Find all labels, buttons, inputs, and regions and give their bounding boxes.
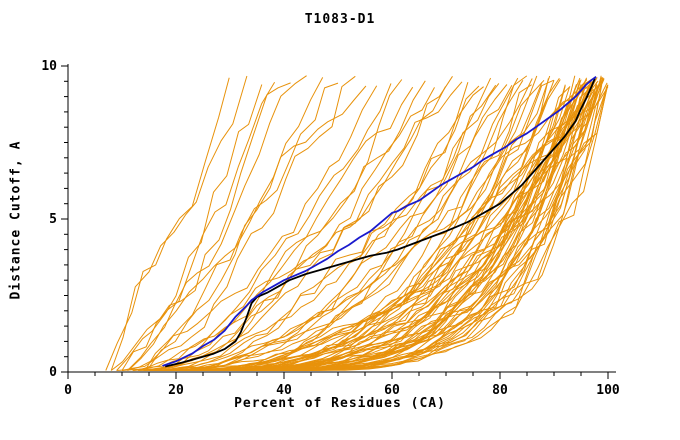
ensemble-curve bbox=[121, 75, 356, 371]
ensemble-curve bbox=[192, 79, 604, 371]
ensemble-curve bbox=[219, 75, 576, 371]
ensemble-curve bbox=[197, 82, 543, 371]
ensemble-curve bbox=[181, 77, 605, 371]
model-curves-layer bbox=[105, 75, 609, 371]
ensemble-curve bbox=[121, 82, 276, 371]
highlight-curve-highlight-model-blue bbox=[162, 75, 597, 367]
ensemble-curve bbox=[262, 84, 608, 371]
ensemble-curve bbox=[132, 82, 339, 371]
ensemble-curve bbox=[154, 76, 453, 371]
x-tick-label: 80 bbox=[492, 383, 508, 398]
ensemble-curve bbox=[192, 84, 577, 371]
ensemble-curve bbox=[110, 75, 248, 371]
ensemble-curve bbox=[138, 77, 492, 371]
ensemble-curve bbox=[110, 82, 291, 371]
ensemble-curve bbox=[175, 80, 594, 371]
ensemble-curve bbox=[127, 75, 307, 371]
highlight-curve-highlight-model-black bbox=[164, 77, 596, 368]
ensemble-curve bbox=[154, 78, 588, 371]
y-tick-label: 0 bbox=[49, 365, 57, 380]
tick-labels-layer: 0 20 40 60 80 100 0 5 10 bbox=[41, 59, 620, 398]
ensemble-curve bbox=[127, 85, 378, 371]
ensemble-curve bbox=[116, 77, 324, 371]
y-tick-label: 5 bbox=[49, 212, 57, 227]
axes-layer bbox=[61, 64, 616, 379]
x-tick-label: 0 bbox=[64, 383, 72, 398]
ensemble-curve bbox=[138, 85, 367, 371]
ensemble-curve bbox=[240, 79, 604, 371]
ensemble-curve bbox=[165, 77, 581, 371]
ensemble-curve bbox=[132, 79, 403, 371]
ensemble-curve bbox=[224, 80, 599, 371]
ensemble-curve bbox=[251, 86, 598, 371]
ensemble-curve bbox=[121, 87, 435, 371]
ensemble-curve bbox=[148, 78, 533, 371]
ensemble-curve bbox=[219, 79, 592, 371]
x-tick-label: 40 bbox=[276, 383, 292, 398]
ensemble-curve bbox=[159, 82, 469, 371]
x-axis-label: Percent of Residues (CA) bbox=[234, 396, 446, 411]
x-tick-label: 60 bbox=[384, 383, 400, 398]
chart-title: T1083-D1 bbox=[304, 12, 376, 27]
x-tick-label: 100 bbox=[596, 383, 620, 398]
x-tick-label: 20 bbox=[168, 383, 184, 398]
ensemble-curve bbox=[219, 84, 609, 371]
ensemble-curve bbox=[105, 77, 230, 371]
ensemble-curve bbox=[213, 77, 588, 371]
ensemble-curve bbox=[116, 84, 263, 371]
y-tick-label: 10 bbox=[41, 59, 57, 74]
ensemble-curve bbox=[202, 85, 593, 371]
